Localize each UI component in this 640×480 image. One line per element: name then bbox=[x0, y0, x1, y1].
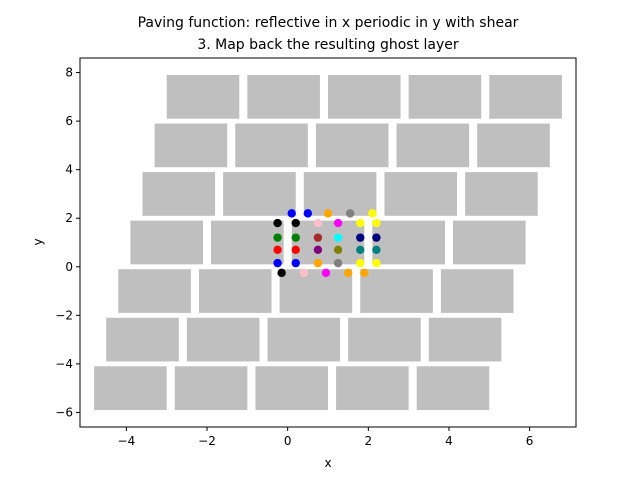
tile-33 bbox=[336, 366, 409, 411]
tile-4 bbox=[489, 74, 562, 119]
tile-1 bbox=[247, 74, 320, 119]
data-point-19 bbox=[313, 245, 323, 254]
tile-20 bbox=[118, 269, 191, 313]
y-tick-label-1: −4 bbox=[55, 357, 73, 371]
tile-12 bbox=[303, 172, 377, 216]
data-point-0 bbox=[287, 209, 296, 218]
x-tick-label-1: −2 bbox=[198, 434, 216, 448]
tile-0 bbox=[166, 74, 240, 119]
tile-27 bbox=[267, 317, 341, 362]
tile-16 bbox=[211, 220, 284, 265]
tile-26 bbox=[186, 317, 260, 362]
x-tick-label-3: 2 bbox=[365, 434, 373, 448]
x-axis-label: x bbox=[324, 456, 331, 470]
tile-3 bbox=[408, 74, 482, 119]
tile-17 bbox=[291, 220, 365, 265]
tile-31 bbox=[174, 366, 248, 411]
y-tick-label-3: 0 bbox=[65, 260, 73, 274]
chart-subtitle: 3. Map back the resulting ghost layer bbox=[197, 37, 459, 53]
tile-9 bbox=[477, 123, 550, 168]
data-point-21 bbox=[356, 245, 365, 254]
x-tick-label-0: −4 bbox=[118, 434, 136, 448]
y-axis-label: y bbox=[31, 238, 45, 245]
data-point-11 bbox=[273, 233, 282, 242]
tile-23 bbox=[360, 269, 433, 313]
data-point-10 bbox=[372, 218, 381, 228]
data-point-15 bbox=[356, 233, 365, 242]
data-point-28 bbox=[372, 258, 381, 268]
axes-frame bbox=[79, 57, 577, 428]
tile-11 bbox=[223, 172, 296, 216]
y-tick-label-2: −2 bbox=[55, 308, 73, 322]
tile-28 bbox=[348, 317, 421, 362]
tile-24 bbox=[440, 269, 514, 313]
tile-18 bbox=[372, 220, 445, 265]
data-point-33 bbox=[360, 268, 369, 278]
data-point-4 bbox=[368, 209, 377, 218]
y-tick-label-6: 6 bbox=[65, 114, 73, 128]
data-point-32 bbox=[343, 268, 353, 278]
data-point-29 bbox=[277, 268, 286, 278]
data-point-2 bbox=[323, 209, 333, 218]
x-tick-label-2: 0 bbox=[284, 434, 292, 448]
tile-30 bbox=[94, 366, 167, 411]
x-tick-label-4: 4 bbox=[445, 434, 453, 448]
tile-22 bbox=[279, 269, 353, 313]
plot-area bbox=[94, 74, 562, 411]
data-point-16 bbox=[372, 233, 381, 242]
y-tick-label-7: 8 bbox=[65, 66, 73, 80]
data-point-26 bbox=[333, 258, 343, 268]
data-point-27 bbox=[356, 258, 365, 268]
tile-8 bbox=[396, 123, 470, 168]
tile-5 bbox=[154, 123, 228, 168]
tile-6 bbox=[235, 123, 308, 168]
data-point-24 bbox=[291, 258, 300, 268]
tile-14 bbox=[465, 172, 538, 216]
x-tick-label-5: 6 bbox=[526, 434, 534, 448]
data-point-17 bbox=[273, 245, 282, 254]
data-point-1 bbox=[303, 209, 313, 218]
tile-29 bbox=[428, 317, 502, 362]
data-point-9 bbox=[356, 218, 365, 228]
data-point-8 bbox=[333, 218, 343, 228]
data-point-6 bbox=[291, 218, 300, 228]
tile-2 bbox=[328, 74, 401, 119]
data-point-12 bbox=[291, 233, 300, 242]
tile-10 bbox=[142, 172, 216, 216]
data-point-18 bbox=[291, 245, 300, 254]
data-point-13 bbox=[313, 233, 323, 242]
data-point-7 bbox=[313, 218, 323, 228]
axes: −4 −2 0 2 4 6 −6 −4 −2 0 2 4 6 8 bbox=[55, 57, 577, 448]
tile-32 bbox=[255, 366, 328, 411]
tile-25 bbox=[106, 317, 179, 362]
data-point-20 bbox=[333, 245, 343, 254]
data-point-30 bbox=[299, 268, 309, 278]
data-point-5 bbox=[273, 218, 282, 228]
data-point-14 bbox=[333, 233, 343, 242]
y-tick-label-4: 2 bbox=[65, 211, 73, 225]
data-point-22 bbox=[372, 245, 381, 254]
y-tick-label-5: 4 bbox=[65, 163, 73, 177]
chart-title: Paving function: reflective in x periodi… bbox=[138, 15, 519, 31]
data-point-23 bbox=[273, 258, 282, 268]
y-tick-label-0: −6 bbox=[55, 405, 73, 419]
tile-21 bbox=[198, 269, 272, 313]
tile-13 bbox=[384, 172, 458, 216]
tile-15 bbox=[130, 220, 203, 265]
data-point-3 bbox=[345, 209, 355, 218]
tile-19 bbox=[453, 220, 526, 265]
data-point-31 bbox=[321, 268, 331, 278]
tile-7 bbox=[315, 123, 389, 168]
tile-34 bbox=[416, 366, 490, 411]
data-point-25 bbox=[313, 258, 323, 268]
